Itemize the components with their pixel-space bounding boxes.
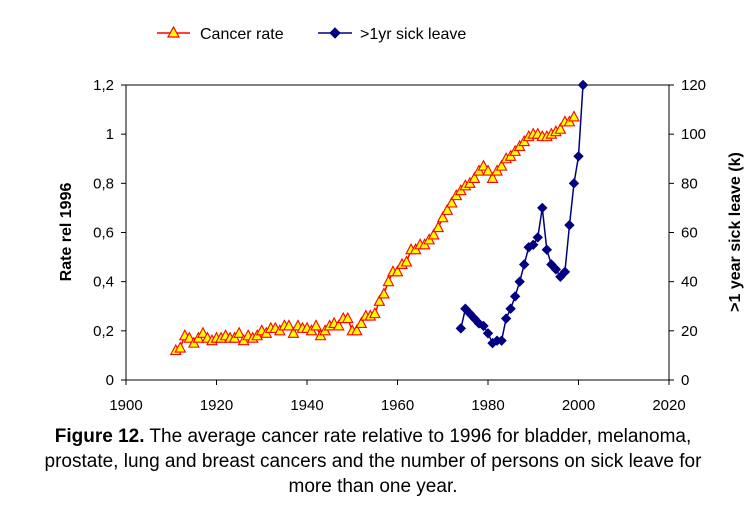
data-point-sick-leave: [573, 151, 584, 162]
data-point-cancer-rate: [445, 196, 458, 208]
data-point-cancer-rate: [495, 159, 508, 171]
data-point-sick-leave: [505, 303, 516, 314]
data-point-cancer-rate: [282, 319, 295, 331]
data-point-cancer-rate: [310, 319, 322, 331]
data-point-cancer-rate: [378, 287, 390, 299]
data-point-sick-leave: [564, 219, 575, 231]
data-point-cancer-rate: [341, 311, 354, 324]
data-point-sick-leave: [518, 259, 530, 270]
data-point-cancer-rate: [373, 294, 386, 306]
y-tick-label-right: 40: [681, 274, 698, 291]
y-tick-label-left: 0,6: [93, 225, 114, 242]
x-tick-label: 1920: [200, 397, 233, 414]
data-point-cancer-rate: [332, 319, 345, 331]
y-tick-label-right: 60: [681, 225, 698, 242]
x-tick-label: 2020: [652, 397, 685, 414]
data-point-cancer-rate: [355, 316, 368, 329]
data-point-cancer-rate: [197, 326, 209, 338]
chart: Cancer rate >1yr sick leave 1900 1920 1940…: [58, 25, 744, 414]
data-point-sick-leave: [514, 276, 525, 287]
data-point-cancer-rate: [436, 211, 449, 223]
data-point-cancer-rate: [174, 341, 187, 353]
y-tick-label-left: 0,8: [93, 175, 114, 192]
x-tick-label: 1980: [471, 397, 504, 414]
caption-label: Figure 12.: [54, 426, 145, 447]
y-tick-label-left: 0: [106, 372, 114, 389]
data-point-cancer-rate: [233, 326, 246, 338]
data-point-sick-leave: [482, 328, 494, 339]
y-tick-label-right: 20: [681, 323, 698, 340]
figure-caption: Figure 12. The average cancer rate relat…: [40, 424, 706, 499]
legend-label-sick-leave: >1yr sick leave: [360, 26, 466, 43]
data-point-cancer-rate: [350, 324, 363, 336]
data-point-cancer-rate: [554, 122, 567, 134]
data-point-cancer-rate: [287, 326, 300, 338]
data-point-sick-leave: [532, 232, 543, 243]
data-point-cancer-rate: [468, 171, 481, 183]
x-tick-label: 2000: [562, 397, 595, 414]
data-point-sick-leave: [500, 313, 512, 324]
data-point-cancer-rate: [400, 255, 413, 267]
y-tick-label-left: 1: [106, 126, 114, 143]
y-axis-title-right: >1 year sick leave (k): [727, 152, 744, 312]
legend-marker-cancer-rate: [166, 25, 181, 38]
data-point-cancer-rate: [391, 265, 404, 277]
x-tick-label: 1960: [381, 397, 414, 414]
data-point-sick-leave: [568, 178, 580, 189]
y-tick-label-right: 100: [681, 126, 706, 143]
data-point-sick-leave: [455, 323, 467, 334]
legend-label-cancer-rate: Cancer rate: [200, 26, 284, 43]
legend-marker-sick-leave: [329, 27, 341, 39]
data-point-sick-leave: [478, 320, 489, 332]
data-point-cancer-rate: [382, 274, 395, 287]
legend: Cancer rate >1yr sick leave: [157, 25, 466, 43]
y-tick-label-left: 0,2: [93, 323, 114, 340]
data-point-cancer-rate: [441, 203, 454, 215]
data-point-cancer-rate: [427, 228, 440, 240]
data-point-sick-leave: [559, 266, 571, 278]
y-axis-title-left: Rate rel 1996: [58, 183, 75, 282]
data-point-sick-leave: [509, 291, 521, 302]
data-point-cancer-rate: [568, 110, 580, 122]
series-layer: [169, 79, 589, 356]
data-point-sick-leave: [550, 264, 562, 275]
caption-text: The average cancer rate relative to 1996…: [44, 426, 702, 497]
data-point-cancer-rate: [368, 306, 381, 319]
data-point-cancer-rate: [477, 159, 490, 171]
data-point-cancer-rate: [183, 331, 196, 343]
x-tick-label: 1900: [109, 397, 142, 414]
data-point-sick-leave: [496, 335, 507, 346]
data-point-sick-leave: [541, 244, 553, 255]
x-tick-label: 1940: [290, 397, 323, 414]
data-point-cancer-rate: [432, 220, 445, 233]
data-point-sick-leave: [528, 239, 539, 250]
y-tick-label-right: 80: [681, 175, 698, 192]
axes: 1900 1920 1940 1960 1980 2000 2020 0 0,2 0,4 0,6 0,…: [93, 77, 706, 414]
y-tick-label-right: 0: [681, 372, 689, 389]
y-tick-label-left: 1,2: [93, 77, 114, 94]
data-point-sick-leave: [577, 79, 589, 91]
y-tick-label-right: 120: [681, 77, 706, 94]
data-point-cancer-rate: [482, 164, 494, 176]
y-tick-label-left: 0,4: [93, 274, 114, 291]
data-point-cancer-rate: [486, 171, 499, 183]
data-point-sick-leave: [537, 202, 548, 214]
